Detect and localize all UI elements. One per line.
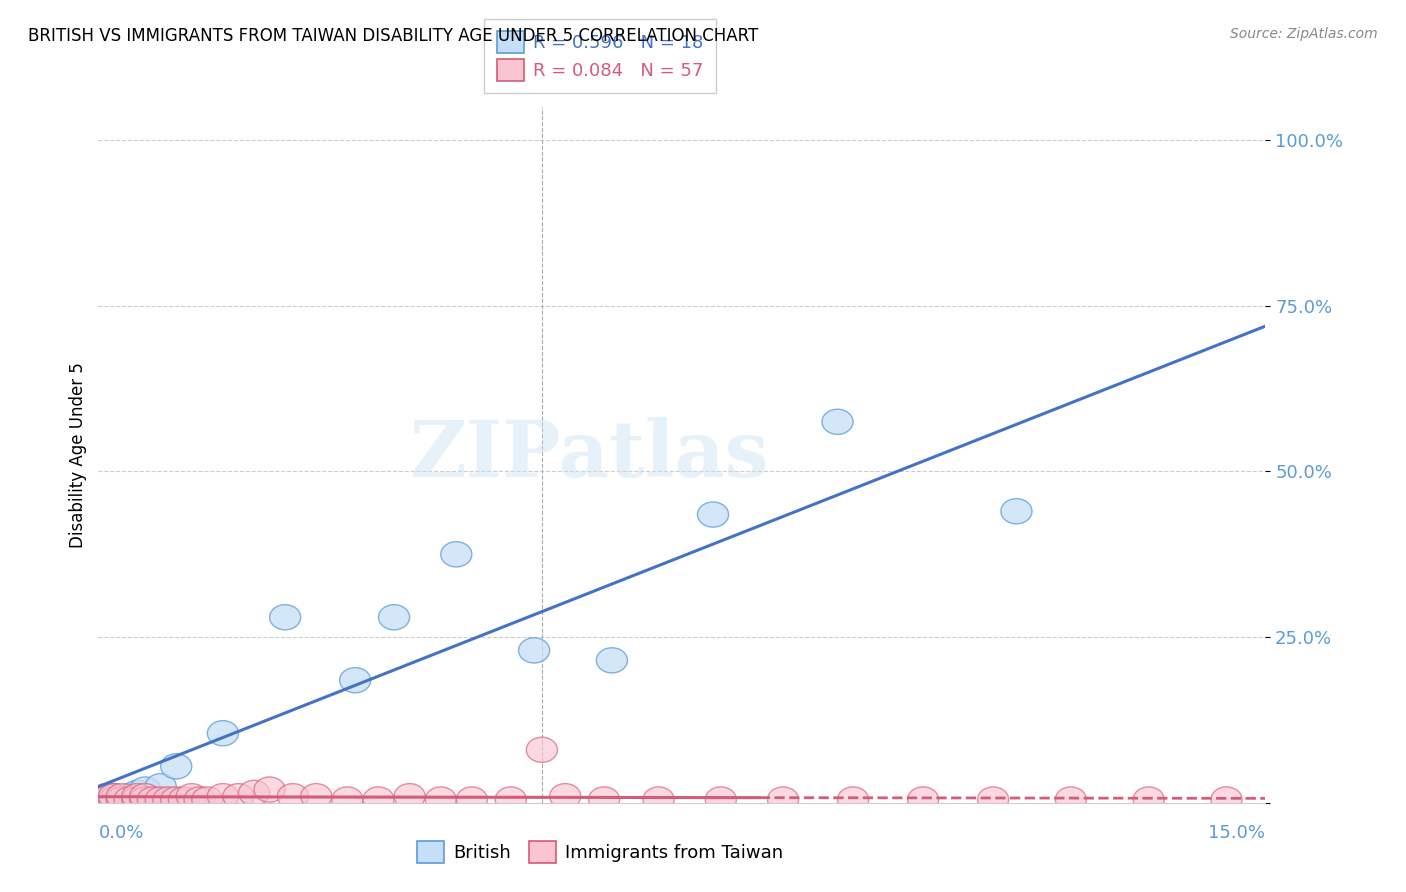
Ellipse shape — [98, 787, 129, 812]
Y-axis label: Disability Age Under 5: Disability Age Under 5 — [69, 362, 87, 548]
Ellipse shape — [114, 787, 145, 812]
Ellipse shape — [239, 780, 270, 805]
Ellipse shape — [550, 783, 581, 809]
Ellipse shape — [90, 787, 122, 812]
Ellipse shape — [596, 648, 627, 673]
Ellipse shape — [98, 783, 129, 809]
Ellipse shape — [90, 783, 122, 809]
Text: ZIPatlas: ZIPatlas — [409, 417, 768, 493]
Text: BRITISH VS IMMIGRANTS FROM TAIWAN DISABILITY AGE UNDER 5 CORRELATION CHART: BRITISH VS IMMIGRANTS FROM TAIWAN DISABI… — [28, 27, 758, 45]
Ellipse shape — [107, 787, 138, 812]
Ellipse shape — [270, 605, 301, 630]
Text: 0.0%: 0.0% — [98, 824, 143, 842]
Ellipse shape — [169, 787, 200, 812]
Ellipse shape — [122, 780, 153, 805]
Ellipse shape — [1211, 787, 1241, 812]
Ellipse shape — [129, 777, 160, 802]
Ellipse shape — [823, 409, 853, 434]
Ellipse shape — [977, 787, 1008, 812]
Ellipse shape — [838, 787, 869, 812]
Ellipse shape — [1133, 787, 1164, 812]
Text: Source: ZipAtlas.com: Source: ZipAtlas.com — [1230, 27, 1378, 41]
Ellipse shape — [907, 787, 939, 812]
Ellipse shape — [129, 783, 160, 809]
Ellipse shape — [706, 787, 737, 812]
Ellipse shape — [1289, 787, 1320, 812]
Ellipse shape — [107, 787, 138, 812]
Ellipse shape — [107, 783, 138, 809]
Ellipse shape — [160, 787, 191, 812]
Ellipse shape — [589, 787, 620, 812]
Ellipse shape — [363, 787, 394, 812]
Ellipse shape — [1367, 787, 1398, 812]
Ellipse shape — [519, 638, 550, 663]
Ellipse shape — [160, 754, 191, 779]
Ellipse shape — [191, 787, 224, 812]
Ellipse shape — [90, 787, 122, 812]
Ellipse shape — [277, 783, 308, 809]
Ellipse shape — [332, 787, 363, 812]
Ellipse shape — [768, 787, 799, 812]
Ellipse shape — [122, 783, 153, 809]
Ellipse shape — [207, 783, 239, 809]
Ellipse shape — [394, 783, 425, 809]
Ellipse shape — [138, 787, 169, 812]
Text: 15.0%: 15.0% — [1208, 824, 1265, 842]
Ellipse shape — [224, 783, 254, 809]
Ellipse shape — [114, 783, 145, 809]
Ellipse shape — [207, 721, 239, 746]
Ellipse shape — [425, 787, 457, 812]
Ellipse shape — [526, 737, 557, 763]
Ellipse shape — [176, 783, 207, 809]
Ellipse shape — [153, 787, 184, 812]
Ellipse shape — [1001, 499, 1032, 524]
Ellipse shape — [440, 541, 472, 567]
Ellipse shape — [145, 787, 176, 812]
Ellipse shape — [184, 787, 215, 812]
Ellipse shape — [122, 787, 153, 812]
Legend: British, Immigrants from Taiwan: British, Immigrants from Taiwan — [411, 834, 790, 871]
Ellipse shape — [340, 667, 371, 693]
Ellipse shape — [1056, 787, 1087, 812]
Ellipse shape — [495, 787, 526, 812]
Ellipse shape — [697, 502, 728, 527]
Ellipse shape — [643, 787, 673, 812]
Ellipse shape — [378, 605, 409, 630]
Ellipse shape — [254, 777, 285, 802]
Ellipse shape — [301, 783, 332, 809]
Ellipse shape — [145, 773, 176, 799]
Ellipse shape — [98, 783, 129, 809]
Ellipse shape — [457, 787, 488, 812]
Ellipse shape — [129, 787, 160, 812]
